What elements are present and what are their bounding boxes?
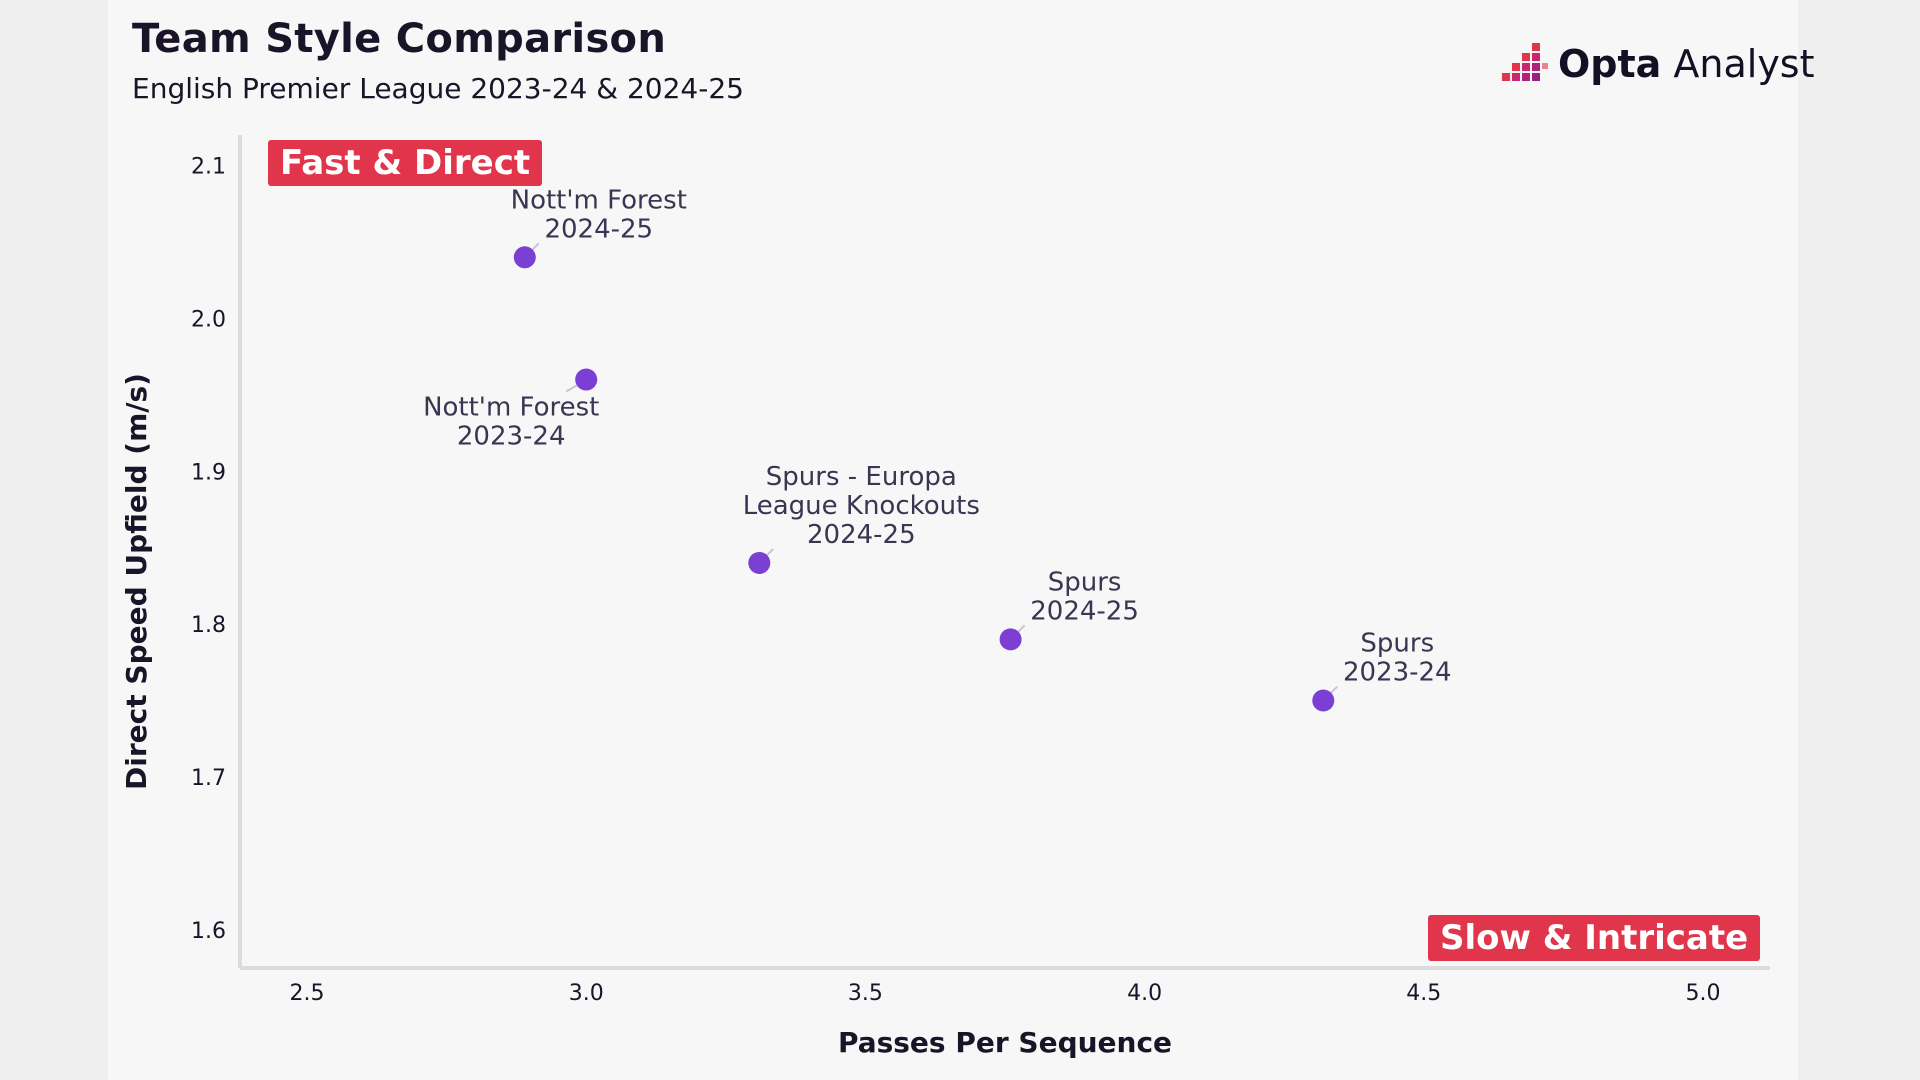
- chart-title: Team Style Comparison: [132, 16, 667, 62]
- opta-analyst-logo: Opta Analyst: [1498, 36, 1815, 92]
- y-axis-title: Direct Speed Upfield (m/s): [120, 373, 153, 790]
- scatter-point: [1312, 689, 1335, 712]
- scatter-point: [513, 246, 536, 269]
- point-label: Spurs: [1048, 567, 1122, 597]
- point-label: 2023-24: [1343, 658, 1452, 688]
- y-tick-label: 1.7: [191, 766, 226, 791]
- point-label: 2024-25: [544, 214, 653, 244]
- point-label: Nott'm Forest: [511, 185, 687, 215]
- x-tick-label: 4.5: [1406, 981, 1441, 1006]
- scatter-point: [748, 551, 771, 574]
- point-label: Nott'm Forest: [423, 393, 599, 423]
- chart-subtitle: English Premier League 2023-24 & 2024-25: [132, 72, 744, 105]
- x-axis-title: Passes Per Sequence: [838, 1026, 1172, 1059]
- scatter-point: [575, 368, 598, 391]
- opta-analyst-wordmark: Opta Analyst: [1558, 42, 1815, 86]
- quadrant-badge-slow-intricate: Slow & Intricate: [1428, 915, 1761, 961]
- x-tick-label: 4.0: [1127, 981, 1162, 1006]
- y-tick-label: 1.6: [191, 919, 226, 944]
- x-tick-label: 5.0: [1685, 981, 1720, 1006]
- x-tick-label: 3.5: [848, 981, 883, 1006]
- x-tick-label: 3.0: [569, 981, 604, 1006]
- brand-strong: Opta: [1558, 42, 1662, 86]
- y-tick-label: 2.0: [191, 307, 226, 332]
- point-label: 2024-25: [807, 520, 916, 550]
- point-label: League Knockouts: [743, 491, 980, 521]
- scatter-point: [999, 628, 1022, 651]
- y-tick-label: 1.9: [191, 460, 226, 485]
- x-tick-label: 2.5: [290, 981, 325, 1006]
- opta-logo-icon: [1502, 43, 1548, 81]
- quadrant-badge-fast-direct: Fast & Direct: [268, 140, 543, 186]
- point-label: Spurs - Europa: [766, 462, 957, 492]
- point-label: Spurs: [1360, 629, 1434, 659]
- y-tick-label: 1.8: [191, 613, 226, 638]
- brand-rest: Analyst: [1661, 42, 1815, 86]
- point-label: 2023-24: [457, 422, 566, 452]
- y-tick-label: 2.1: [191, 155, 226, 180]
- point-label: 2024-25: [1030, 596, 1139, 626]
